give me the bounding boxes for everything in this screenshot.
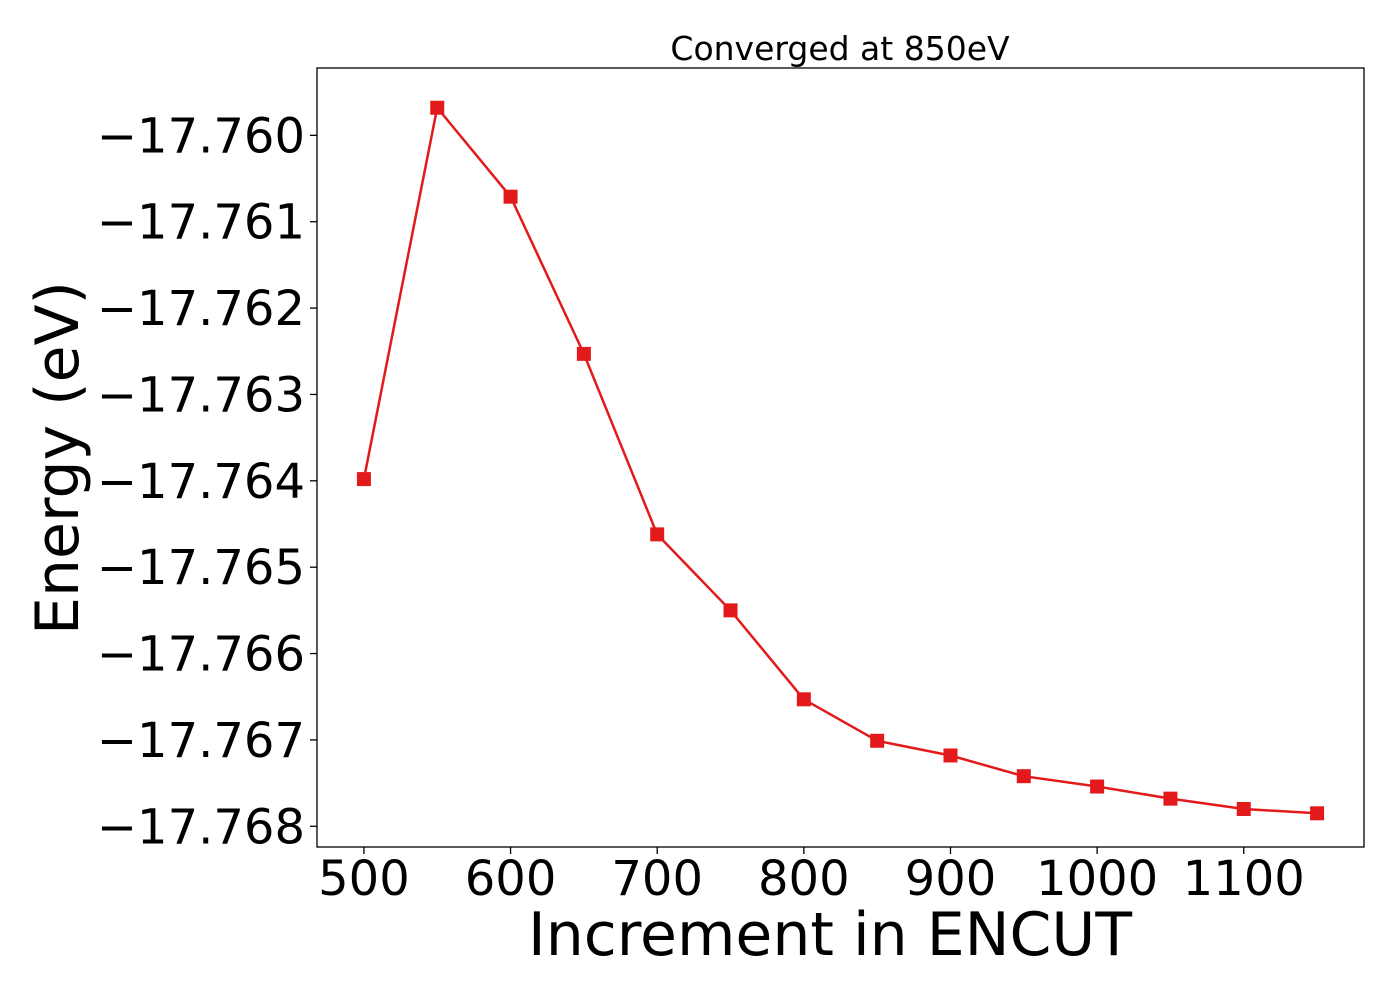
data-point-marker: [1016, 769, 1031, 784]
data-point-marker: [1236, 802, 1251, 816]
x-tick-label: 600: [465, 851, 557, 907]
x-tick-label: 700: [611, 851, 703, 907]
y-tick-label: −17.763: [97, 367, 305, 423]
y-tick-label: −17.761: [97, 195, 305, 251]
data-point-marker: [430, 100, 445, 115]
series-layer: [356, 100, 1325, 821]
plot-frame: [316, 67, 1365, 848]
data-point-marker: [723, 603, 738, 618]
data-point-marker: [1090, 779, 1105, 794]
x-axis-ticks: 500 600 700 800 900 1000 1100: [318, 847, 1305, 907]
x-tick-label: 1100: [1183, 851, 1305, 907]
series-line: [362, 104, 1318, 815]
x-tick-label: 500: [318, 851, 410, 907]
chart-title: Converged at 850eV: [670, 29, 1010, 68]
y-tick-label: −17.765: [97, 540, 305, 596]
data-point-marker: [650, 527, 665, 542]
y-tick-label: −17.760: [97, 108, 305, 164]
x-axis-label: Increment in ENCUT: [528, 900, 1132, 970]
data-point-marker: [576, 346, 591, 361]
data-point-marker: [943, 748, 958, 763]
x-tick-label: 1000: [1036, 851, 1158, 907]
y-tick-label: −17.768: [97, 799, 305, 855]
y-tick-label: −17.762: [97, 281, 305, 337]
data-point-marker: [503, 189, 518, 204]
data-point-marker: [1310, 806, 1325, 821]
data-point-marker: [1163, 791, 1178, 806]
y-axis-ticks: −17.760 −17.761 −17.762 −17.763 −17.764 −17.7…: [97, 108, 317, 855]
data-point-marker: [796, 692, 811, 707]
y-tick-label: −17.764: [97, 454, 305, 510]
data-point-marker: [356, 472, 371, 487]
y-tick-label: −17.766: [97, 627, 305, 683]
x-tick-label: 900: [905, 851, 997, 907]
data-point-marker: [870, 733, 885, 748]
y-tick-label: −17.767: [97, 713, 305, 769]
x-tick-label: 800: [758, 851, 850, 907]
y-axis-label: Energy (eV): [23, 281, 93, 635]
